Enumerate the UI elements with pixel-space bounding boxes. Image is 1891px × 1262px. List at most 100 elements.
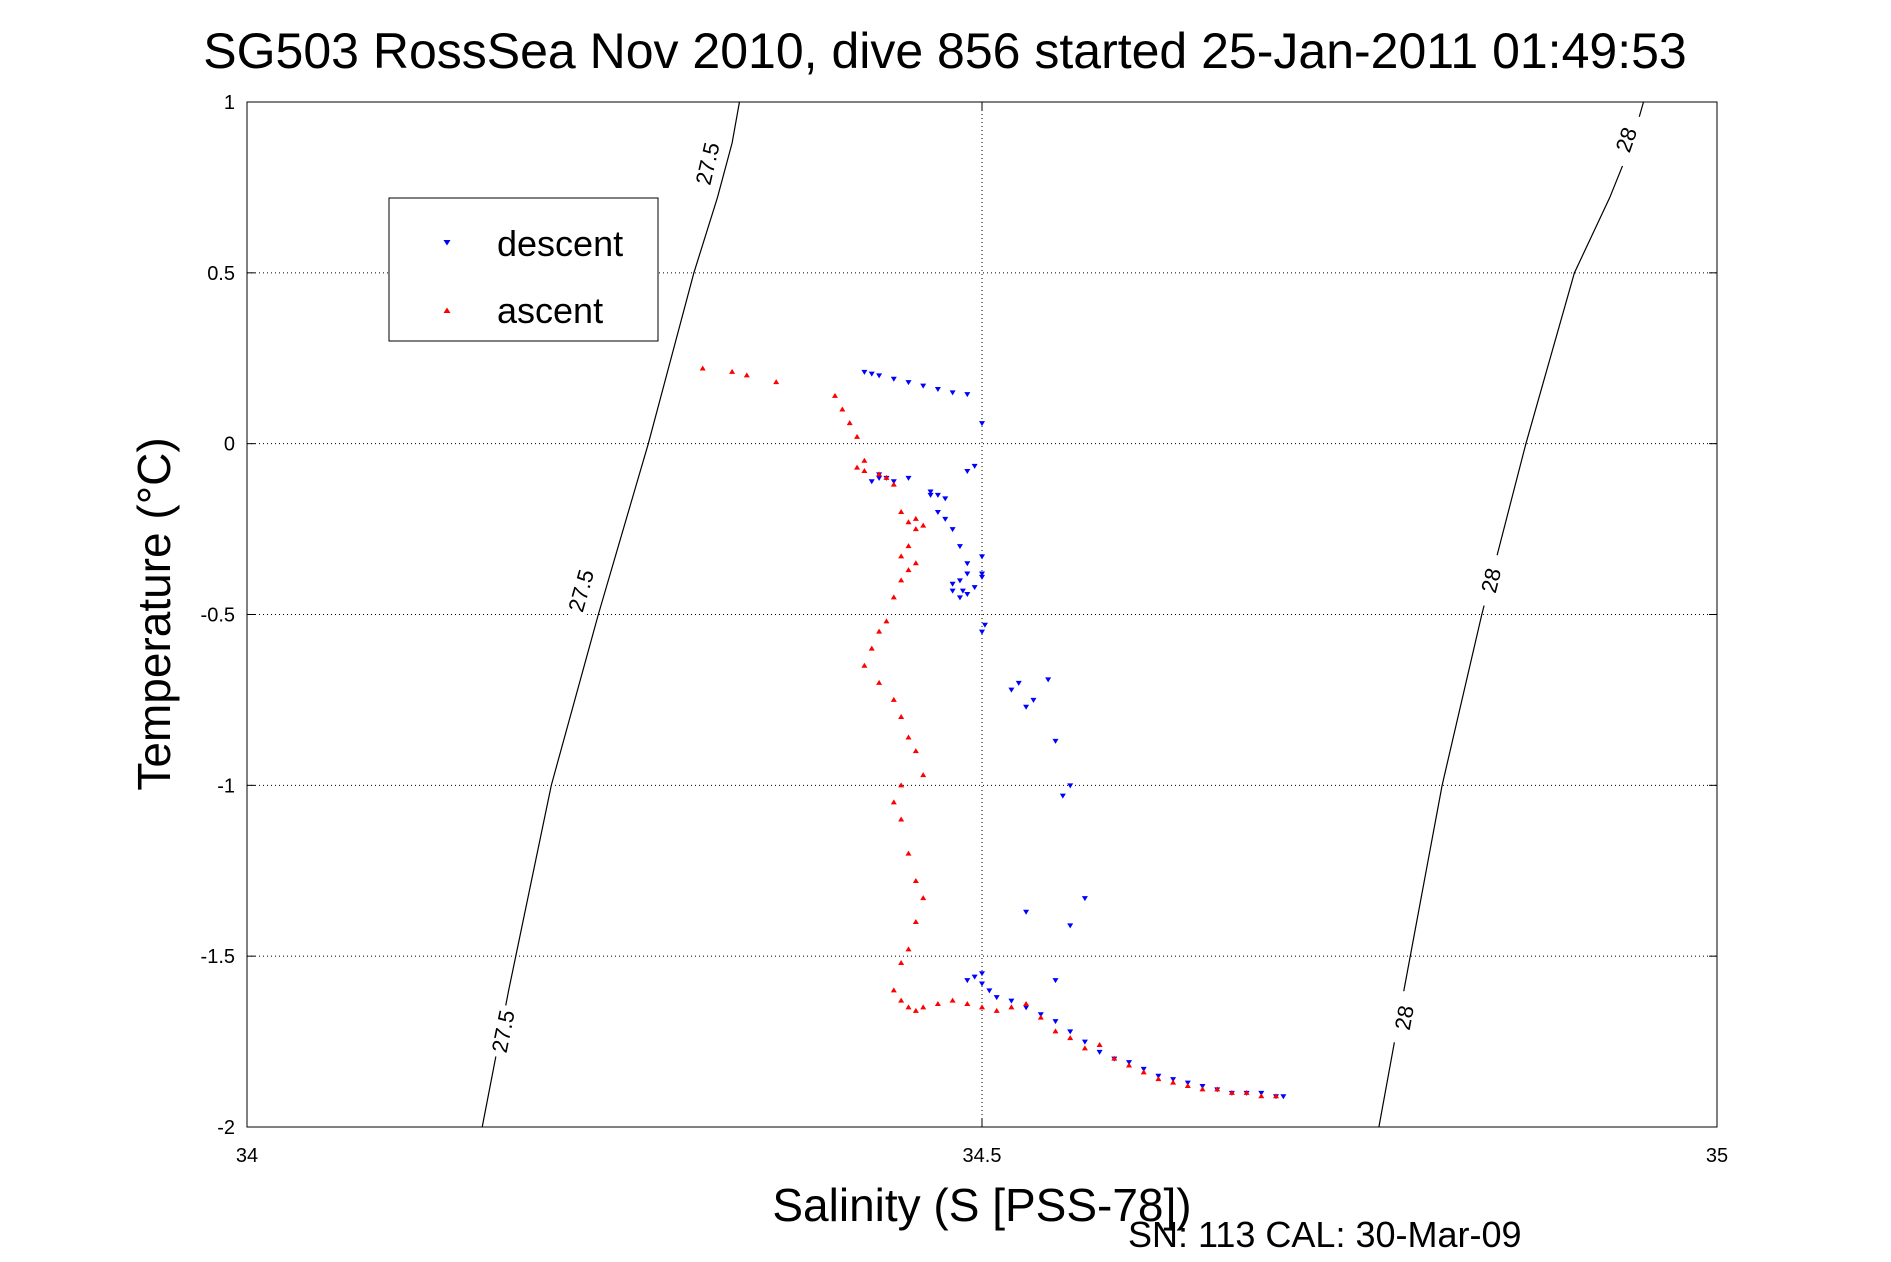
ascent-point bbox=[1052, 1028, 1059, 1034]
y-tick-label: 0 bbox=[224, 434, 235, 456]
y-tick-label: -2 bbox=[217, 1117, 235, 1139]
descent-point bbox=[979, 574, 985, 580]
legend-descent-marker bbox=[443, 240, 451, 246]
descent-point bbox=[876, 373, 883, 379]
ascent-point bbox=[920, 1004, 927, 1010]
serial-calibration-note: SN: 113 CAL: 30-Mar-09 bbox=[1128, 1214, 1522, 1255]
descent-point bbox=[959, 588, 966, 594]
ascent-point bbox=[1214, 1086, 1221, 1092]
y-tick-label: -1.5 bbox=[201, 946, 235, 968]
legend-ascent-marker bbox=[443, 307, 451, 313]
ascent-point bbox=[898, 509, 905, 514]
descent-point bbox=[971, 463, 978, 469]
descent-point bbox=[1023, 704, 1030, 710]
descent-point bbox=[934, 492, 941, 498]
descent-point bbox=[949, 581, 956, 587]
ascent-point bbox=[905, 1004, 912, 1010]
descent-point bbox=[876, 475, 883, 481]
descent-point bbox=[1067, 923, 1074, 929]
descent-point bbox=[971, 974, 978, 980]
ascent-point bbox=[898, 816, 905, 822]
descent-point bbox=[1081, 896, 1088, 902]
ascent-point bbox=[1273, 1093, 1279, 1099]
ascent-point bbox=[898, 960, 905, 965]
ascent-point bbox=[890, 799, 897, 805]
descent-point bbox=[861, 369, 868, 375]
isopycnal-label: 28 bbox=[1476, 566, 1506, 596]
ascent-point bbox=[949, 997, 956, 1003]
descent-point bbox=[981, 622, 988, 628]
ascent-point bbox=[1081, 1045, 1088, 1051]
ascent-point bbox=[920, 895, 927, 901]
descent-point bbox=[934, 510, 941, 515]
ascent-point bbox=[883, 474, 890, 480]
descent-point bbox=[949, 390, 956, 396]
ascent-point bbox=[912, 515, 919, 521]
descent-point bbox=[1008, 998, 1015, 1004]
descent-point bbox=[1052, 738, 1059, 744]
ascent-point bbox=[1140, 1069, 1147, 1075]
descent-point bbox=[1081, 1039, 1088, 1045]
ascent-point bbox=[912, 919, 919, 924]
isopycnal-label-gap bbox=[486, 1003, 519, 1059]
descent-point bbox=[1096, 1049, 1103, 1055]
descent-point bbox=[1052, 1019, 1059, 1025]
descent-point bbox=[1023, 909, 1030, 915]
ascent-point bbox=[912, 1007, 919, 1013]
ascent-point bbox=[1008, 1004, 1015, 1010]
ascent-point bbox=[699, 365, 706, 371]
ascent-point bbox=[905, 850, 912, 856]
isopycnal-label-gap bbox=[1388, 990, 1420, 1046]
ascent-point bbox=[861, 457, 868, 463]
ascent-point bbox=[883, 618, 890, 624]
descent-point bbox=[956, 595, 963, 601]
descent-point bbox=[956, 544, 963, 550]
ascent-point bbox=[729, 368, 736, 374]
descent-point bbox=[905, 475, 912, 481]
ascent-point bbox=[1111, 1055, 1118, 1061]
descent-point bbox=[979, 554, 985, 560]
ascent-point bbox=[890, 481, 897, 487]
descent-point bbox=[1052, 978, 1059, 984]
ascent-point bbox=[876, 471, 883, 477]
ascent-point bbox=[898, 577, 905, 583]
y-tick-label: -0.5 bbox=[201, 605, 235, 627]
descent-point bbox=[1030, 697, 1037, 703]
descent-point bbox=[979, 971, 985, 977]
ascent-point bbox=[743, 372, 750, 378]
ascent-point bbox=[1023, 1001, 1030, 1006]
ascent-point bbox=[1228, 1089, 1235, 1095]
ascent-point bbox=[898, 553, 905, 559]
descent-point bbox=[971, 585, 978, 591]
ascent-point bbox=[920, 522, 927, 528]
descent-point bbox=[1023, 1005, 1030, 1011]
ascent-point bbox=[1243, 1089, 1250, 1095]
descent-point bbox=[1067, 1029, 1074, 1035]
ascent-point bbox=[1126, 1062, 1132, 1068]
ascent-point bbox=[1184, 1083, 1191, 1088]
descent-point bbox=[964, 571, 971, 577]
ascent-point bbox=[890, 987, 897, 993]
descent-point bbox=[927, 489, 934, 495]
descent-point bbox=[1067, 783, 1074, 789]
ascent-point bbox=[905, 519, 912, 525]
descent-point bbox=[979, 981, 985, 987]
descent-point bbox=[964, 469, 971, 474]
ascent-point bbox=[846, 420, 853, 426]
ascent-point bbox=[912, 560, 919, 566]
x-tick-label: 34.5 bbox=[963, 1145, 1002, 1167]
ascent-point bbox=[1067, 1035, 1074, 1041]
ascent-point bbox=[854, 433, 861, 439]
axis-ticks: 34 34.5 35 1 0.5 0 -0.5 -1 -1.5 -2 bbox=[201, 92, 1729, 1167]
ascent-point bbox=[861, 468, 868, 473]
data-series bbox=[699, 365, 1287, 1100]
legend-descent-label: descent bbox=[497, 223, 623, 264]
ascent-point bbox=[839, 406, 846, 412]
ascent-point bbox=[912, 748, 919, 754]
descent-point bbox=[905, 380, 912, 386]
legend: descent ascent bbox=[388, 197, 659, 342]
x-axis-label: Salinity (S [PSS-78]) bbox=[772, 1179, 1191, 1231]
isopycnal-label: 28 bbox=[1390, 1003, 1419, 1032]
ascent-point bbox=[905, 567, 912, 573]
